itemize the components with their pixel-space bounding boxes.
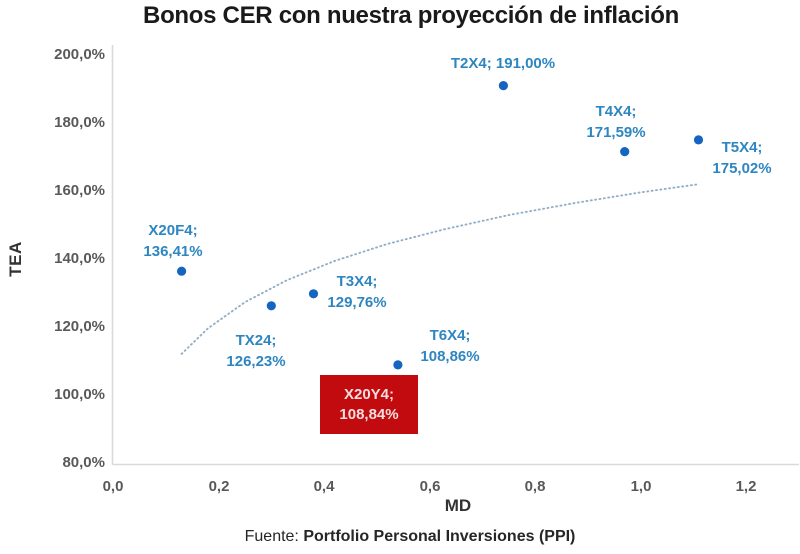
data-point-TX24 xyxy=(266,301,276,311)
data-point-X20F4 xyxy=(177,266,187,276)
point-label-TX24: TX24; 126,23% xyxy=(226,330,285,372)
x-tick-label: 0,4 xyxy=(313,478,335,495)
label-line: 126,23% xyxy=(226,353,286,370)
label-line: X20F4; xyxy=(148,222,198,239)
label-line: 108,84% xyxy=(339,405,399,423)
point-label-T3X4: T3X4; 129,76% xyxy=(327,271,386,313)
label-line: 136,41% xyxy=(143,243,203,260)
label-line: T5X4; xyxy=(721,139,763,156)
x-tick-label: 0,0 xyxy=(102,478,124,495)
y-tick-label: 160,0% xyxy=(54,182,105,199)
data-point-T6X4 xyxy=(393,360,403,370)
point-label-T4X4: T4X4; 171,59% xyxy=(586,101,645,143)
x-tick-label: 1,2 xyxy=(735,478,757,495)
y-tick-label: 180,0% xyxy=(54,114,105,131)
x-tick-label: 1,0 xyxy=(630,478,652,495)
chart-title: Bonos CER con nuestra proyección de infl… xyxy=(143,2,679,29)
point-label-T5X4: T5X4; 175,02% xyxy=(712,137,771,179)
label-line: 129,76% xyxy=(327,294,387,311)
label-line: TX24; xyxy=(235,332,277,349)
label-line: T6X4; xyxy=(429,327,471,344)
source-caption: Fuente: Portfolio Personal Inversiones (… xyxy=(245,528,576,546)
label-line: T2X4; 191,00% xyxy=(450,55,556,72)
data-point-T4X4 xyxy=(620,147,630,157)
y-tick-label: 80,0% xyxy=(62,454,105,471)
label-line: T4X4; xyxy=(595,103,637,120)
data-point-T3X4 xyxy=(308,289,319,299)
label-line: 108,86% xyxy=(420,348,480,365)
x-tick-label: 0,8 xyxy=(524,478,546,495)
data-point-T2X4 xyxy=(498,81,508,91)
source-name: Portfolio Personal Inversiones (PPI) xyxy=(303,528,576,545)
y-tick-label: 100,0% xyxy=(54,386,105,403)
point-label-T6X4: T6X4; 108,86% xyxy=(420,325,479,367)
x-tick-label: 0,6 xyxy=(419,478,441,495)
data-points-layer xyxy=(177,81,704,370)
y-tick-label: 200,0% xyxy=(54,46,105,63)
label-line: 171,59% xyxy=(586,124,646,141)
point-label-X20F4: X20F4; 136,41% xyxy=(143,220,202,262)
source-prefix: Fuente: xyxy=(244,528,304,545)
x-axis-title: MD xyxy=(444,496,472,515)
trendline xyxy=(180,183,700,355)
trendline-layer xyxy=(180,183,700,355)
y-tick-label: 140,0% xyxy=(54,250,105,267)
highlighted-label-X20Y4: X20Y4; 108,84% xyxy=(320,375,418,434)
y-axis-title: TEA xyxy=(6,241,25,277)
label-line: 175,02% xyxy=(712,160,772,177)
point-label-T2X4: T2X4; 191,00% xyxy=(451,53,555,74)
label-line: T3X4; xyxy=(336,273,378,290)
data-point-T5X4 xyxy=(693,135,704,145)
x-tick-label: 0,2 xyxy=(208,478,230,495)
y-tick-label: 120,0% xyxy=(54,318,105,335)
label-line: X20Y4; xyxy=(343,385,395,403)
